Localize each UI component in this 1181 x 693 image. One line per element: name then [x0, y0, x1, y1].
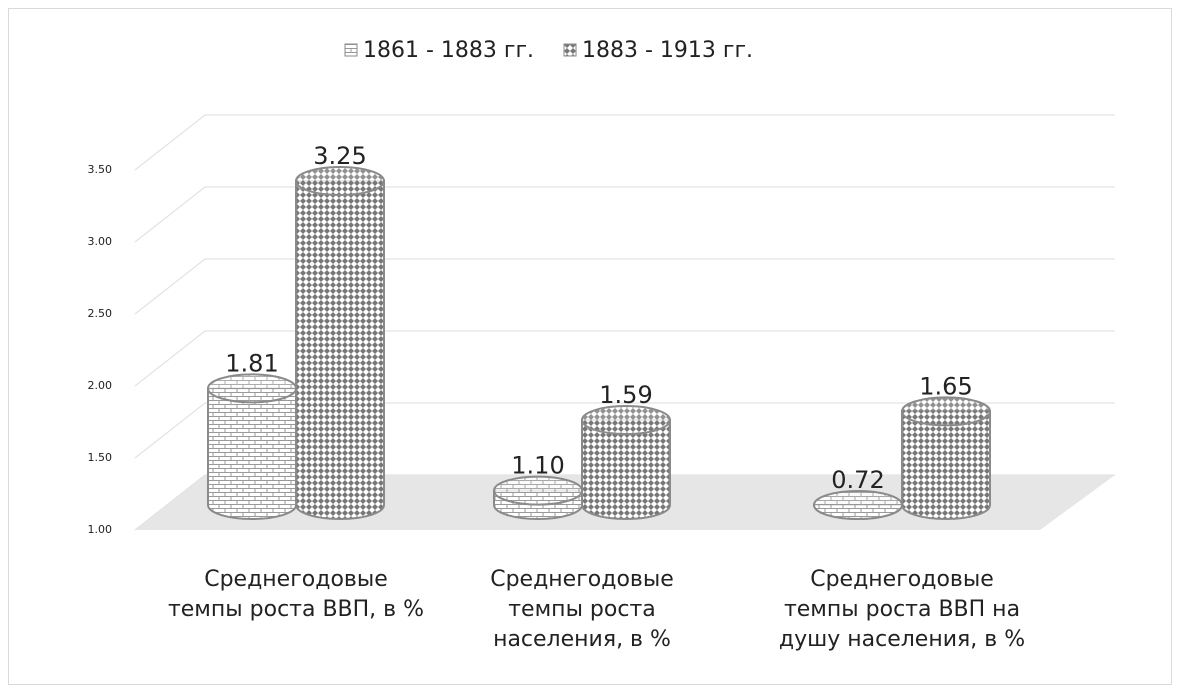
x-tick-label: Среднегодовые темпы роста ВВП, в %	[167, 567, 425, 622]
chart-border	[8, 8, 1172, 685]
grid-line	[134, 186, 1115, 243]
legend-label: 1883 - 1913 гг.	[582, 38, 753, 63]
cylinder-top	[493, 475, 583, 506]
cylinder-body	[207, 387, 297, 520]
legend-swatch	[563, 43, 577, 57]
cylinder-top	[295, 166, 385, 196]
y-tick-label: 3.00	[88, 235, 113, 248]
y-tick-label: 2.50	[88, 307, 113, 320]
cylinder	[581, 405, 671, 520]
legend-label: 1861 - 1883 гг.	[363, 38, 534, 63]
y-tick-label: 3.50	[88, 163, 113, 176]
data-label: 1.10	[511, 452, 564, 480]
cylinder	[901, 396, 991, 520]
data-label: 3.25	[313, 142, 366, 170]
cylinder-body	[295, 180, 385, 520]
cylinder-body	[581, 419, 671, 520]
y-tick-label: 1.50	[88, 451, 113, 464]
legend: 1861 - 1883 гг. 1883 - 1913 гг.	[344, 38, 753, 63]
grid-line	[134, 474, 1115, 531]
y-tick-label: 2.00	[88, 379, 113, 392]
x-tick-label: Среднегодовые темпы роста населения, в %	[490, 567, 674, 652]
cylinder	[812, 490, 904, 520]
legend-swatch	[344, 43, 358, 57]
cylinder	[295, 166, 385, 520]
grid-line	[134, 114, 1115, 171]
grid-line	[134, 258, 1115, 315]
cylinder	[207, 373, 297, 520]
data-label: 1.59	[599, 381, 652, 409]
x-tick-label: Среднегодовые темпы роста ВВП на душу на…	[778, 567, 1026, 652]
data-label: 1.65	[919, 372, 972, 400]
y-tick-label: 1.00	[88, 523, 113, 536]
cylinder-body	[901, 410, 991, 520]
cylinder-top	[581, 405, 671, 436]
cylinder-top	[813, 490, 903, 520]
cylinder-top	[207, 373, 297, 404]
data-label: 1.81	[225, 349, 278, 377]
cylinder-top	[901, 396, 991, 427]
data-label: 0.72	[831, 466, 884, 494]
grid-line	[134, 330, 1115, 387]
grid-line	[134, 402, 1115, 459]
cylinder	[493, 475, 583, 520]
